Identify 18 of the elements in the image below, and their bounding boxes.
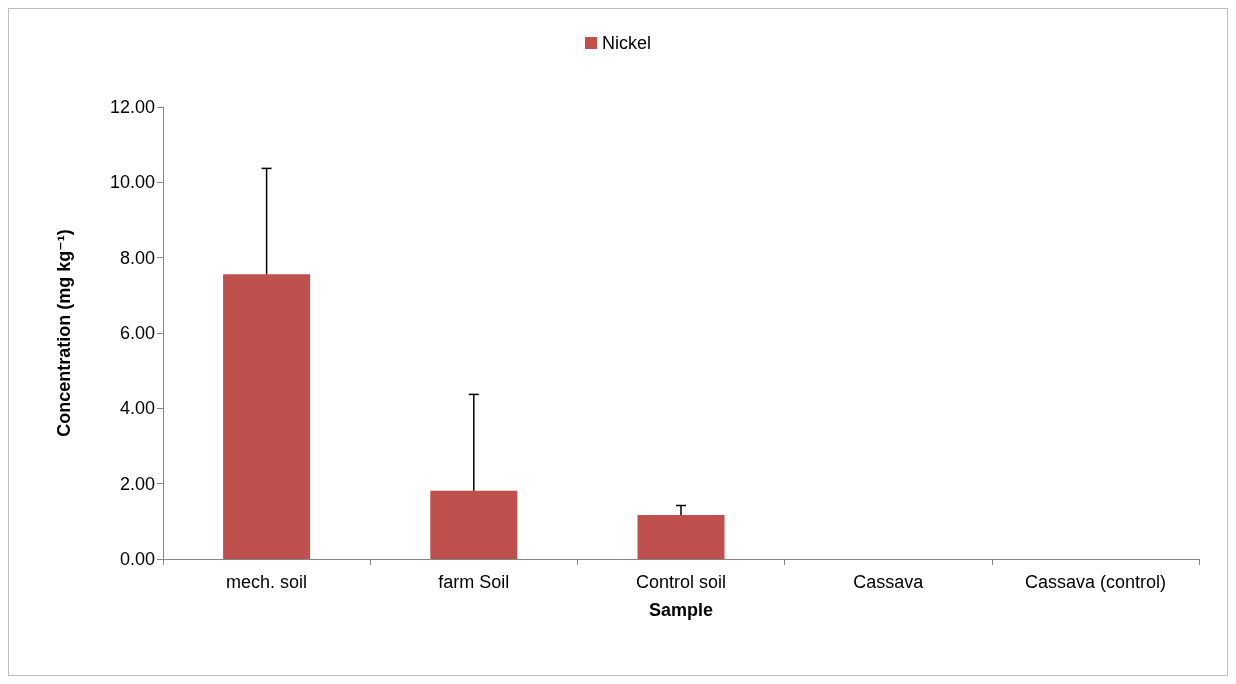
y-tick-label: 4.00 xyxy=(119,398,155,419)
y-tick-label: 12.00 xyxy=(109,97,155,117)
bar xyxy=(223,274,311,559)
y-tick-label: 6.00 xyxy=(119,323,155,343)
y-axis-title: Concentration (mg kg⁻¹) xyxy=(54,229,74,437)
y-tick-label: 0.00 xyxy=(119,549,155,569)
x-tick-label: Control soil xyxy=(635,572,727,592)
y-tick-label: 10.00 xyxy=(109,172,155,193)
x-tick-label: Cassava (control) xyxy=(1024,572,1166,592)
legend-label: Nickel xyxy=(602,33,652,53)
bar xyxy=(430,490,518,559)
x-tick-label: Cassava xyxy=(853,572,925,592)
x-tick-label: mech. soil xyxy=(226,572,308,592)
y-tick-label: 2.00 xyxy=(119,473,155,494)
bar xyxy=(637,514,725,559)
y-tick-label: 8.00 xyxy=(119,247,155,268)
x-axis-title: Sample xyxy=(648,600,714,620)
x-tick-label: farm Soil xyxy=(438,572,510,592)
